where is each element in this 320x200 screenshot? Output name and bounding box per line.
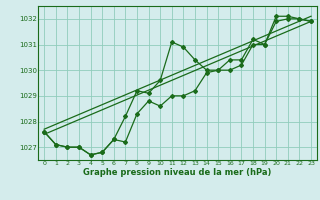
X-axis label: Graphe pression niveau de la mer (hPa): Graphe pression niveau de la mer (hPa) bbox=[84, 168, 272, 177]
